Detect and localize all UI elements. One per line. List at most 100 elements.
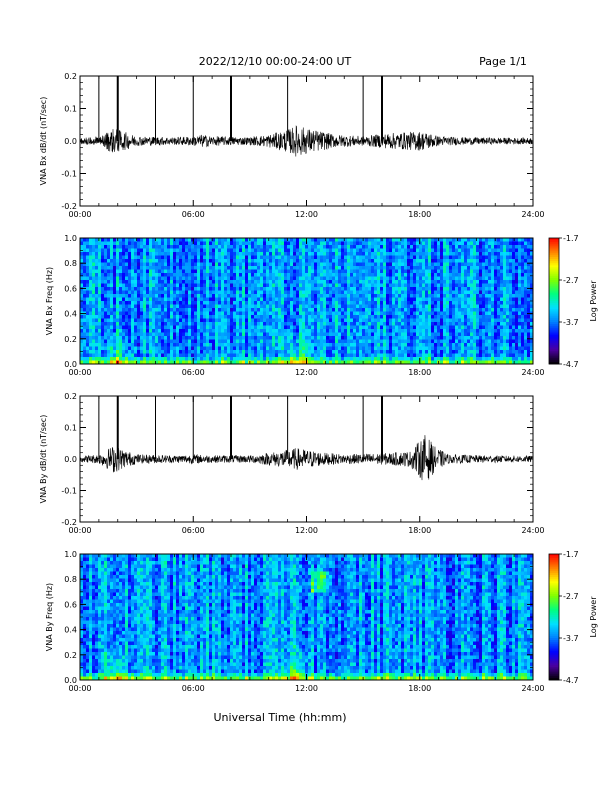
spectrogram-cell	[461, 276, 465, 281]
spectrogram-cell	[332, 318, 336, 323]
spectrogram-cell	[86, 283, 90, 288]
spectrogram-cell	[410, 301, 414, 305]
spectrogram-cell	[140, 332, 144, 337]
spectrogram-cell	[428, 248, 432, 253]
spectrogram-cell	[89, 276, 93, 281]
spectrogram-cell	[446, 315, 450, 319]
spectrogram-cell	[305, 322, 309, 326]
spectrogram-cell	[452, 245, 456, 249]
spectrogram-cell	[317, 266, 321, 270]
spectrogram-cell	[197, 304, 201, 309]
spectrogram-cell	[164, 276, 168, 281]
spectrogram-cell	[122, 269, 126, 274]
spectrogram-cell	[392, 238, 396, 242]
spectrogram-cell	[437, 346, 441, 351]
spectrogram-cell	[350, 339, 354, 344]
spectrogram-cell	[443, 343, 447, 347]
spectrogram-cell	[308, 273, 312, 277]
spectrogram-cell	[521, 283, 525, 288]
spectrogram-cell	[455, 329, 459, 333]
spectrogram-cell	[371, 262, 375, 267]
spectrogram-cell	[209, 248, 213, 253]
spectrogram-cell	[335, 294, 339, 298]
spectrogram-cell	[497, 283, 501, 288]
spectrogram-cell	[320, 308, 324, 312]
spectrogram-cell	[149, 322, 153, 326]
spectrogram-cell	[230, 290, 234, 295]
spectrogram-cell	[479, 259, 483, 263]
spectrogram-cell	[80, 329, 84, 333]
spectrogram-cell	[110, 273, 114, 277]
spectrogram-cell	[470, 287, 474, 291]
spectrogram-cell	[122, 287, 126, 291]
spectrogram-cell	[191, 245, 195, 249]
spectrogram-cell	[161, 269, 165, 274]
spectrogram-cell	[158, 304, 162, 309]
spectrogram-cell	[440, 308, 444, 312]
spectrogram-cell	[377, 332, 381, 337]
spectrogram-cell	[89, 266, 93, 270]
spectrogram-cell	[281, 248, 285, 253]
spectrogram-cell	[164, 322, 168, 326]
spectrogram-cell	[311, 343, 315, 347]
spectrogram-cell	[266, 252, 270, 256]
spectrogram-cell	[272, 325, 276, 330]
spectrogram-cell	[113, 301, 117, 305]
spectrogram-cell	[128, 255, 132, 260]
spectrogram-cell	[287, 339, 291, 344]
spectrogram-cell	[353, 329, 357, 333]
spectrogram-cell	[188, 322, 192, 326]
spectrogram-cell	[500, 245, 504, 249]
spectrogram-cell	[233, 311, 237, 316]
spectrogram-cell	[182, 262, 186, 267]
spectrogram-cell	[221, 276, 225, 281]
spectrogram-cell	[80, 308, 84, 312]
spectrogram-cell	[209, 315, 213, 319]
spectrogram-cell	[296, 255, 300, 260]
spectrogram-cell	[422, 325, 426, 330]
spectrogram-cell	[455, 325, 459, 330]
spectrogram-cell	[137, 283, 141, 288]
spectrogram-cell	[341, 287, 345, 291]
spectrogram-cell	[374, 276, 378, 281]
spectrogram-cell	[83, 294, 87, 298]
spectrogram-cell	[188, 297, 192, 302]
spectrogram-cell	[245, 315, 249, 319]
spectrogram-cell	[308, 245, 312, 249]
spectrogram-cell	[128, 343, 132, 347]
spectrogram-cell	[140, 255, 144, 260]
spectrogram-cell	[515, 329, 519, 333]
spectrogram-cell	[332, 332, 336, 337]
spectrogram-cell	[266, 276, 270, 281]
spectrogram-cell	[527, 259, 531, 263]
spectrogram-cell	[173, 350, 177, 354]
spectrogram-cell	[158, 269, 162, 274]
spectrogram-cell	[119, 301, 123, 305]
spectrogram-cell	[434, 241, 438, 246]
spectrogram-cell	[218, 346, 222, 351]
spectrogram-cell	[164, 336, 168, 340]
spectrogram-cell	[119, 262, 123, 267]
spectrogram-cell	[272, 241, 276, 246]
spectrogram-cell	[149, 290, 153, 295]
spectrogram-cell	[527, 339, 531, 344]
spectrogram-cell	[392, 252, 396, 256]
spectrogram-cell	[143, 276, 147, 281]
spectrogram-cell	[404, 297, 408, 302]
spectrogram-cell	[338, 255, 342, 260]
spectrogram-cell	[269, 287, 273, 291]
spectrogram-cell	[344, 255, 348, 260]
spectrogram-cell	[290, 301, 294, 305]
spectrogram-cell	[323, 311, 327, 316]
spectrogram-cell	[215, 315, 219, 319]
spectrogram-cell	[140, 266, 144, 270]
spectrogram-cell	[500, 266, 504, 270]
spectrogram-cell	[470, 318, 474, 323]
spectrogram-cell	[296, 332, 300, 337]
spectrogram-cell	[488, 332, 492, 337]
spectrogram-cell	[80, 322, 84, 326]
spectrogram-cell	[263, 273, 267, 277]
spectrogram-cell	[104, 241, 108, 246]
spectrogram-cell	[305, 308, 309, 312]
spectrogram-cell	[263, 311, 267, 316]
